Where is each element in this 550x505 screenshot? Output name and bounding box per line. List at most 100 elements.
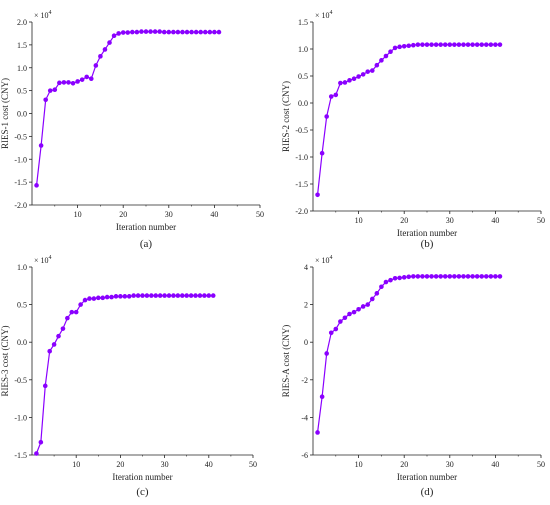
x-tick-label: 40 [210,210,218,219]
data-point [47,348,52,354]
x-tick-label: 40 [491,216,499,225]
data-point [447,274,453,279]
data-point [429,42,434,47]
panel-label: (b) [421,238,434,250]
y-tick-label: -1.5 [14,178,27,187]
data-point [188,293,194,298]
data-point [179,293,185,298]
chart-panel-1: 10 20 30 40 50 -2.0 -1.5 -1.0 -0.5 0.0 0.5 1.0 1.5 2.… [0,10,264,250]
data-point [474,42,480,47]
y-tick-label: 4 [304,263,308,272]
y-tick-label: -1.0 [295,153,308,162]
data-point [65,315,70,321]
data-point [319,150,325,156]
x-tick-label: 30 [165,210,173,219]
data-point [315,430,320,435]
data-point [493,42,498,47]
x-tick-label: 10 [355,216,363,225]
data-point [474,274,480,279]
data-point [198,29,204,35]
data-point [374,291,380,296]
y-tick-label: 0 [304,338,308,347]
data-point [488,274,494,279]
data-point [442,42,448,47]
data-point [420,274,425,279]
data-point [328,94,334,99]
data-point [91,296,97,301]
series-line [35,31,219,186]
data-point [452,274,457,279]
data-point [109,294,114,300]
data-point [433,42,439,47]
data-point [38,143,44,148]
data-point [442,274,448,279]
data-point [56,333,61,339]
data-point [111,33,117,39]
data-point [338,80,343,86]
data-point [488,42,494,47]
data-point [193,29,199,35]
data-point [166,293,172,298]
y-exponent-label: × 104 [34,255,52,265]
data-point [104,294,110,300]
y-tick-label: 0.5 [298,72,308,81]
data-point [347,78,352,83]
data-point [374,62,380,68]
y-tick-label: -1.0 [14,155,27,164]
data-point [328,330,334,336]
data-point [401,44,407,49]
x-tick-label: 10 [355,460,363,469]
data-point [51,342,57,347]
data-point [193,293,198,298]
data-point [171,29,176,35]
data-point [216,29,222,35]
y-tick-label: -4 [301,413,308,422]
data-point [365,302,371,307]
data-point [120,30,126,35]
data-point [206,293,212,298]
y-tick-label: -6 [301,451,308,460]
data-point [75,79,80,84]
data-point [497,42,503,47]
data-point [202,29,208,35]
data-point [369,296,375,302]
data-point [61,80,67,85]
data-point [470,274,475,279]
data-point [406,43,412,49]
data-point [212,29,217,35]
x-tick-label: 20 [119,210,127,219]
data-point [134,29,140,35]
x-axis-label: Iteration number [112,472,172,482]
data-point [157,293,163,298]
data-point [126,294,132,299]
data-point [369,68,375,73]
data-point [82,297,88,303]
x-axis-label: Iteration number [397,472,457,482]
x-axis-label: Iteration number [116,222,176,232]
data-point [342,80,348,85]
data-point [383,279,389,285]
data-point [356,74,361,79]
data-point [315,192,320,198]
y-exponent-label: × 104 [315,255,333,265]
data-point [157,29,162,34]
data-point [100,295,106,301]
y-axis-label: RIES-1 cost (CNY) [0,78,10,149]
x-tick-label: 30 [446,216,454,225]
data-point [70,81,76,86]
data-point [438,42,443,47]
data-point [60,326,66,331]
data-point [415,274,421,279]
data-point [333,92,339,98]
data-point [397,44,402,50]
data-point [131,293,136,298]
data-point [57,80,62,86]
data-point [98,54,103,59]
y-tick-label: -0.5 [14,376,27,385]
data-point [452,42,457,47]
data-point [388,277,393,283]
data-point [42,383,48,389]
x-tick-label: 20 [400,460,408,469]
data-point [171,293,176,298]
